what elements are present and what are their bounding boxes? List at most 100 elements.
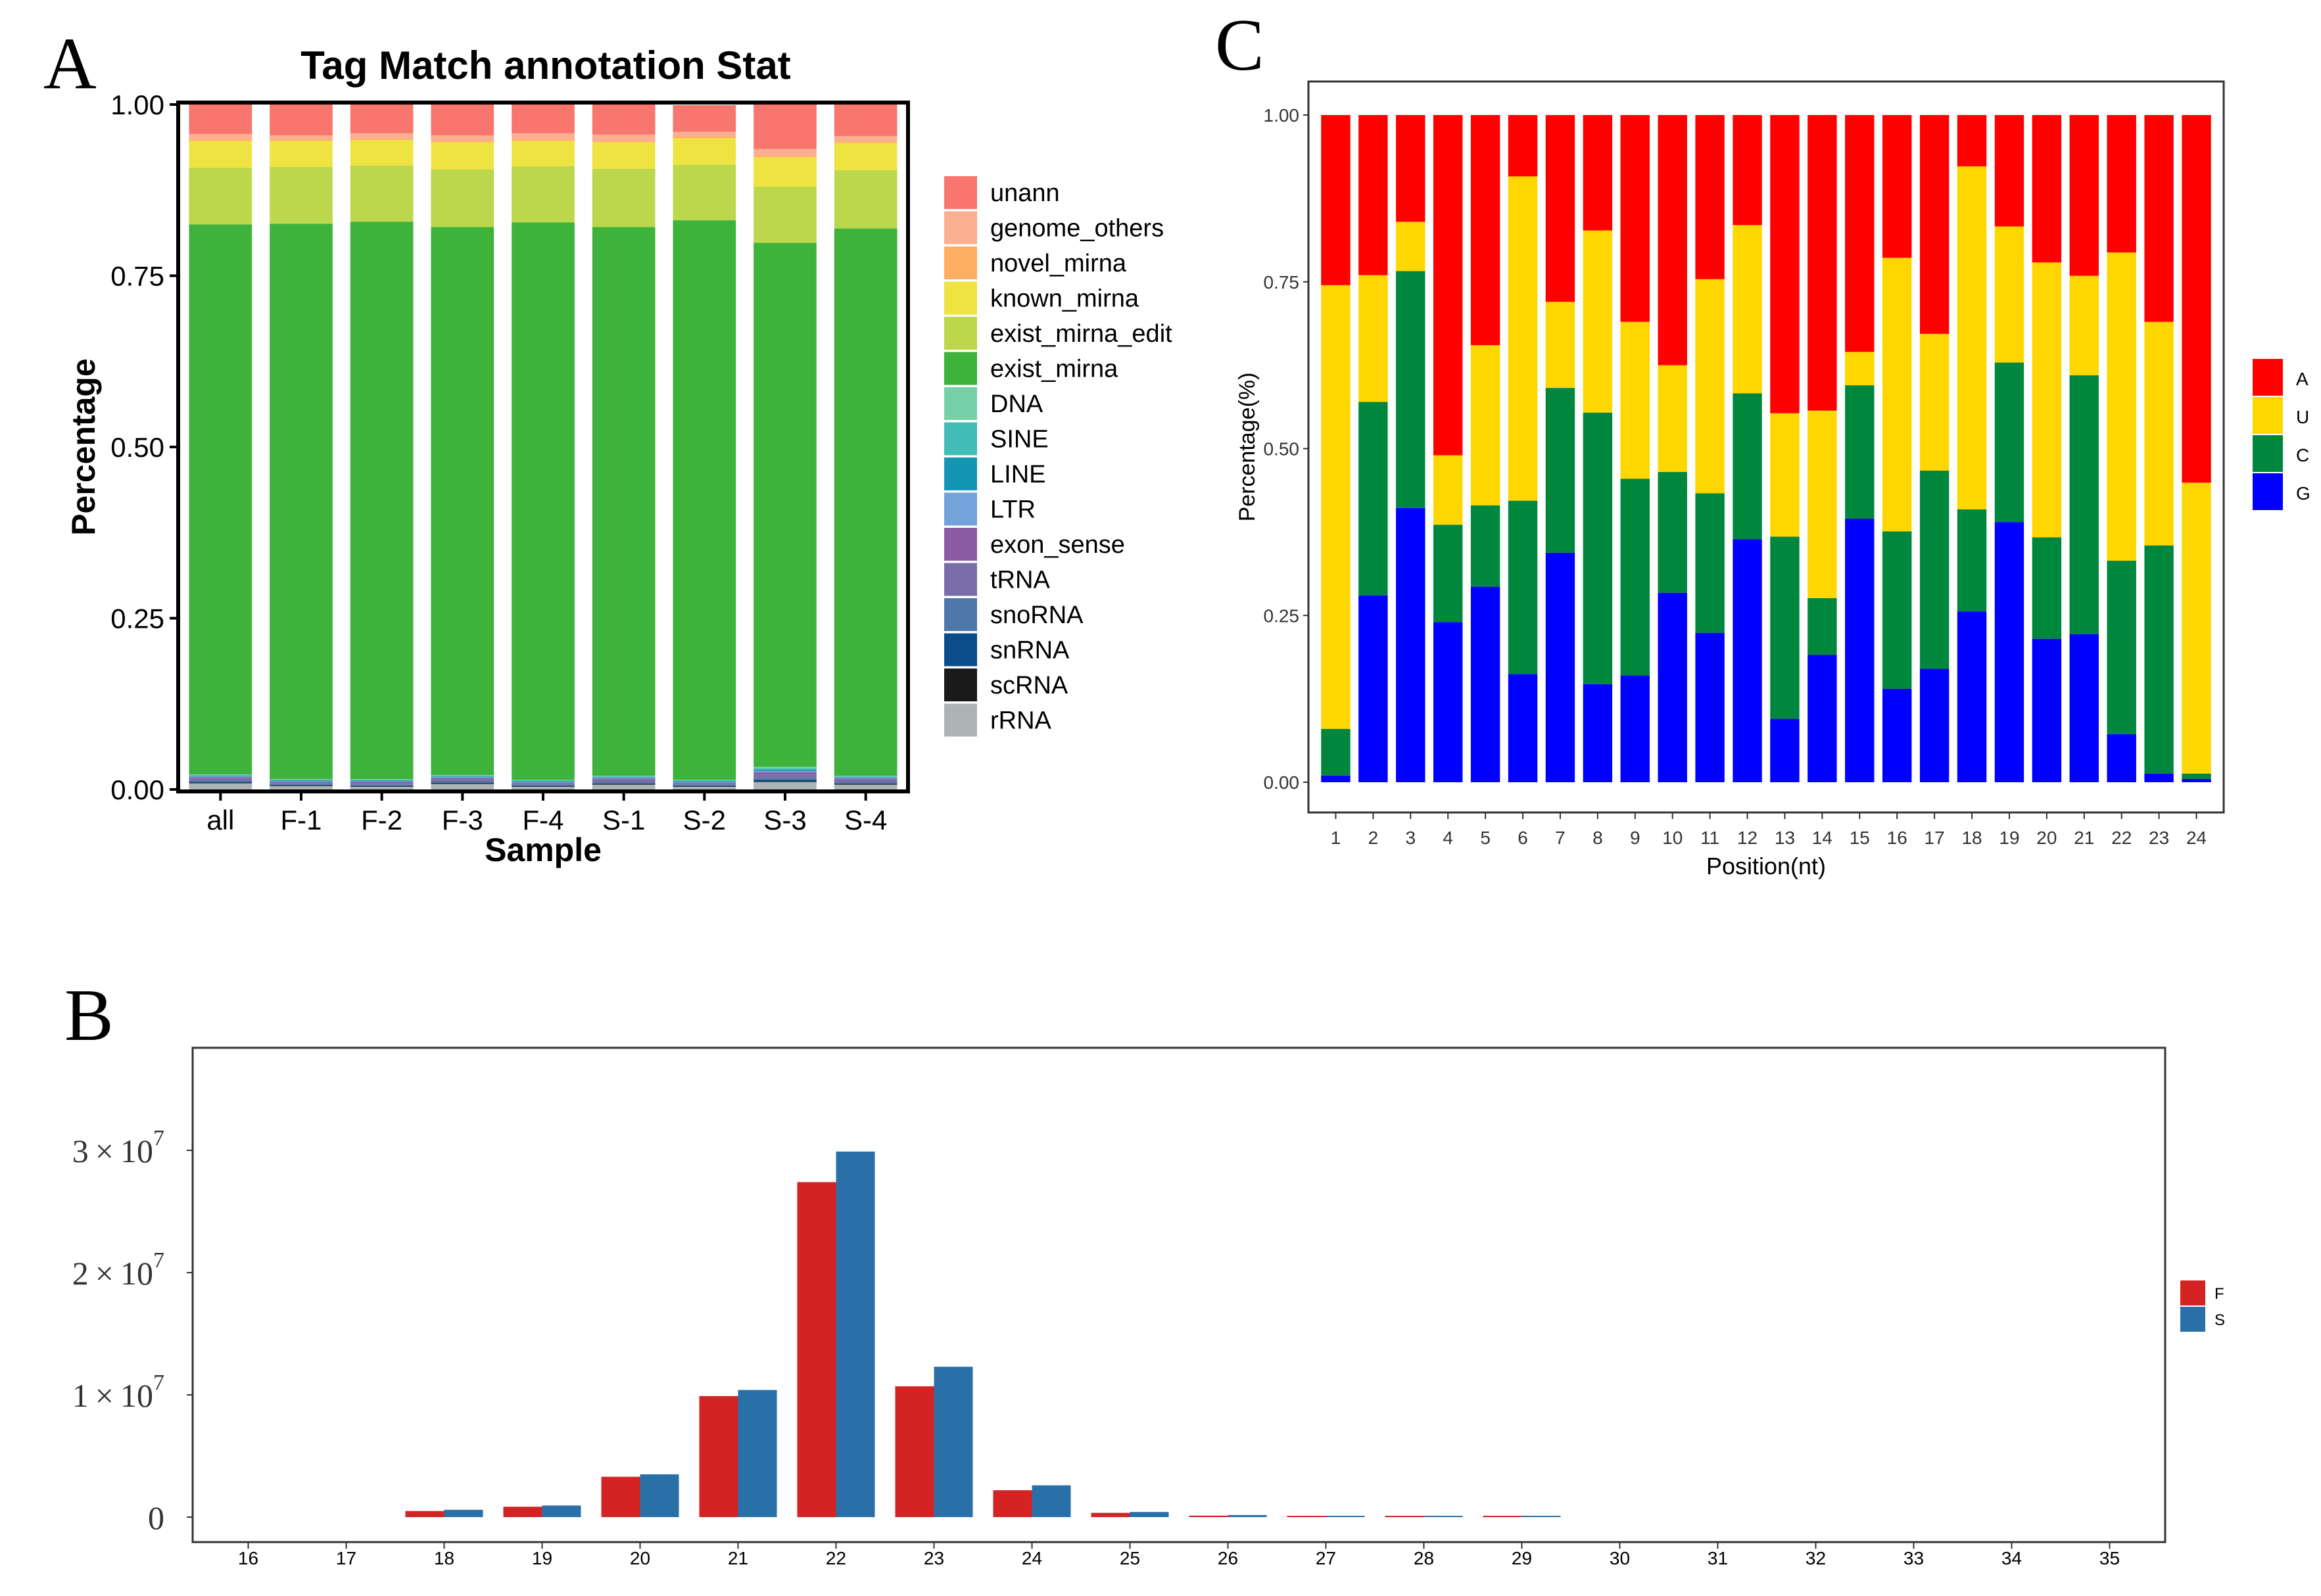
bar-segment-sine-s-3 (754, 768, 817, 770)
bar-segment-g-pos-13 (1770, 718, 1800, 782)
bar-segment-u-pos-10 (1658, 365, 1687, 473)
legend-swatch-scrna (944, 669, 977, 701)
bar-segment-c-pos-1 (1321, 728, 1351, 776)
bar-segment-sine-all (189, 775, 252, 776)
bar-segment-c-pos-9 (1620, 479, 1650, 676)
panel-a-title: Tag Match annotation Stat (300, 43, 791, 87)
legend-label: exon_sense (990, 531, 1125, 559)
legend-swatch-dna (944, 387, 977, 420)
bar-segment-a-pos-13 (1770, 115, 1800, 413)
legend-swatch-snorna (944, 598, 977, 631)
bar-segment-dna-s-3 (754, 766, 817, 768)
bar-segment-a-pos-11 (1695, 115, 1725, 279)
bar-segment-c-pos-23 (2144, 545, 2174, 774)
bar-segment-exon-sense-f-1 (270, 782, 333, 783)
bar-segment-a-pos-9 (1620, 115, 1650, 322)
bar-segment-snrna-all (189, 782, 252, 783)
x-tick-label: 10 (1662, 828, 1683, 848)
bar-segment-u-pos-12 (1733, 225, 1762, 394)
bar-segment-scrna-s-3 (754, 781, 817, 782)
x-tick-label: 33 (1903, 1548, 1924, 1568)
x-tick-label: 19 (1999, 828, 2019, 848)
bar-segment-sine-s-4 (834, 776, 897, 778)
x-tick-label: F-1 (281, 805, 322, 835)
bar-segment-c-pos-18 (1957, 509, 1987, 612)
bar-segment-novel-mirna-f-1 (270, 139, 333, 141)
bar-segment-snorna-f-4 (512, 784, 575, 786)
x-tick-label: 29 (1512, 1548, 1532, 1568)
bar-segment-u-pos-15 (1845, 352, 1875, 386)
bar-segment-c-pos-3 (1396, 271, 1425, 508)
bar-segment-exist-mirna-edit-s-4 (834, 170, 897, 229)
bar-segment-ltr-all (189, 776, 252, 778)
legend-label: exist_mirna_edit (990, 320, 1172, 348)
legend-label: LINE (990, 461, 1045, 488)
bar-segment-novel-mirna-s-4 (834, 141, 897, 143)
bar-segment-line-s-1 (592, 777, 656, 778)
bar-segment-u-pos-24 (2182, 482, 2211, 774)
bar-segment-u-pos-20 (2032, 262, 2062, 538)
bar-segment-trna-f-2 (350, 783, 414, 785)
bar-s-len-23 (934, 1367, 973, 1517)
bar-segment-novel-mirna-f-3 (431, 141, 494, 143)
bar-segment-g-pos-19 (1994, 522, 2024, 782)
bar-segment-g-pos-6 (1508, 674, 1538, 782)
y-tick-times: × (95, 1255, 114, 1292)
bar-segment-novel-mirna-s-1 (592, 141, 656, 143)
y-tick-exponent: 7 (153, 1248, 164, 1273)
bar-segment-novel-mirna-s-3 (754, 156, 817, 158)
legend-swatch-u (2253, 397, 2283, 434)
x-tick-label: 17 (336, 1548, 356, 1568)
bar-segment-exon-sense-all (189, 777, 252, 779)
bar-segment-genome-others-s-3 (754, 149, 817, 156)
bar-segment-a-pos-3 (1396, 115, 1425, 222)
bar-segment-c-pos-16 (1882, 531, 1912, 689)
x-tick-label: S-2 (683, 805, 726, 835)
panel-a-x-axis-title: Sample (485, 832, 602, 868)
bar-segment-snrna-f-3 (431, 782, 494, 784)
bar-s-len-20 (640, 1474, 679, 1517)
bar-segment-c-pos-22 (2107, 561, 2136, 734)
panel-a-letter: A (43, 23, 97, 105)
x-tick-label: 27 (1316, 1548, 1336, 1568)
bar-segment-line-s-3 (754, 769, 817, 771)
bar-segment-ltr-f-3 (431, 777, 494, 778)
bar-segment-c-pos-6 (1508, 500, 1538, 674)
x-tick-label: 26 (1218, 1548, 1238, 1568)
bar-segment-u-pos-17 (1919, 333, 1950, 471)
bar-s-len-21 (738, 1390, 777, 1517)
legend-swatch-unann (944, 176, 977, 209)
bar-segment-snorna-all (189, 780, 252, 782)
bar-segment-trna-f-3 (431, 779, 494, 782)
x-tick-label: 22 (2111, 828, 2132, 848)
y-tick-label: 0 (148, 1499, 164, 1536)
bar-segment-unann-f-4 (512, 103, 575, 133)
bar-segment-exon-sense-f-4 (512, 782, 575, 784)
legend-label: snoRNA (990, 601, 1084, 629)
bar-segment-snorna-s-4 (834, 782, 897, 784)
bar-s-len-18 (444, 1509, 483, 1517)
legend-swatch-genome-others (944, 211, 977, 245)
bar-segment-g-pos-24 (2182, 778, 2211, 782)
x-tick-label: 30 (1610, 1548, 1630, 1568)
bar-segment-u-pos-1 (1321, 285, 1351, 729)
bar-f-len-29 (1483, 1516, 1522, 1517)
bar-segment-line-s-4 (834, 777, 897, 778)
bar-segment-u-pos-23 (2144, 321, 2174, 546)
bar-f-len-21 (699, 1396, 738, 1517)
legend-swatch-snrna (944, 633, 977, 667)
bar-segment-unann-f-2 (350, 103, 414, 133)
bar-segment-u-pos-6 (1508, 176, 1538, 501)
x-tick-label: 11 (1700, 828, 1719, 848)
bar-segment-a-pos-16 (1882, 115, 1912, 258)
bar-segment-g-pos-5 (1470, 586, 1500, 782)
bar-segment-known-mirna-s-4 (834, 143, 897, 171)
bar-segment-trna-s-2 (673, 783, 736, 785)
bar-segment-known-mirna-s-3 (754, 157, 817, 187)
legend-swatch-f (2180, 1280, 2205, 1305)
x-tick-label: 22 (826, 1548, 846, 1568)
bar-segment-a-pos-19 (1994, 115, 2024, 227)
bar-segment-g-pos-11 (1695, 632, 1725, 782)
bar-segment-exist-mirna-edit-f-1 (270, 166, 333, 224)
bar-segment-u-pos-19 (1994, 226, 2024, 363)
